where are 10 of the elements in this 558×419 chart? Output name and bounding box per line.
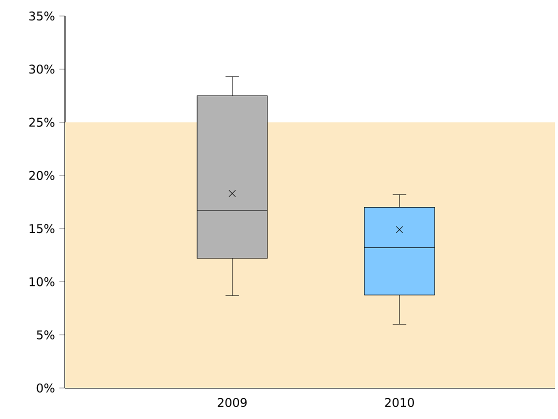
y-tick-label: 5% [36,330,54,340]
y-tick-label: 0% [36,383,54,393]
y-tick-label: 10% [30,277,54,286]
x-tick-label: 2009 [218,398,247,408]
y-tick-label: 15% [30,224,54,234]
x-tick-label: 2010 [385,398,414,408]
y-tick-label: 30% [29,64,54,74]
y-tick-label: 35% [29,11,54,21]
y-tick-label: 25% [29,118,54,127]
y-tick-label: 20% [29,170,54,180]
